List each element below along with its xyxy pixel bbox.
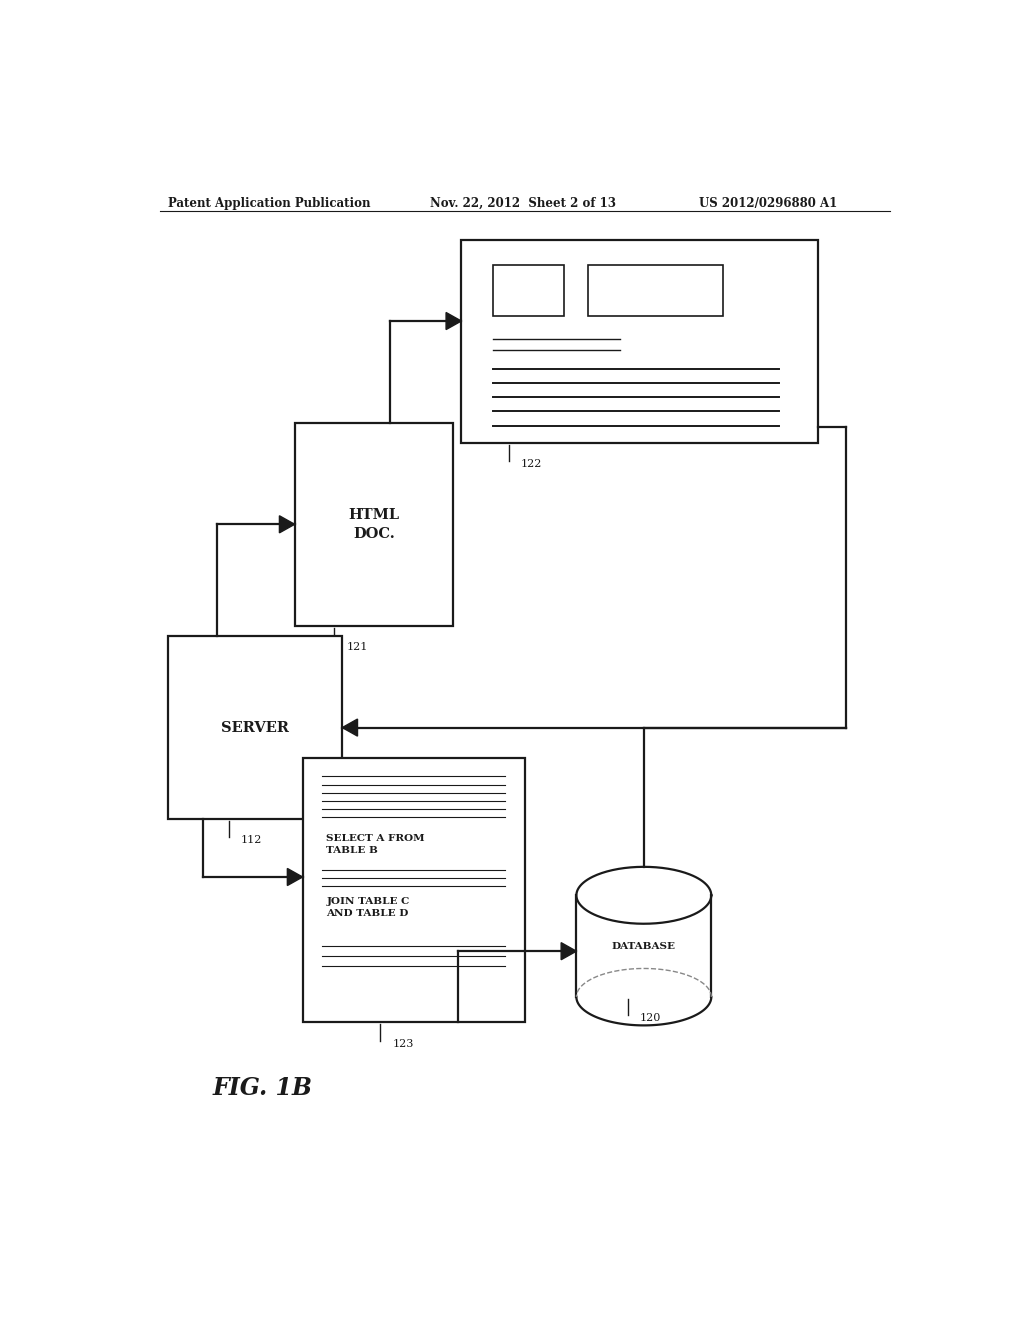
Text: JOIN TABLE C
AND TABLE D: JOIN TABLE C AND TABLE D	[327, 898, 410, 919]
Text: 112: 112	[241, 836, 262, 845]
Text: 120: 120	[640, 1014, 662, 1023]
Polygon shape	[446, 313, 461, 330]
Polygon shape	[342, 719, 357, 737]
Bar	[588, 265, 723, 315]
Polygon shape	[577, 895, 712, 997]
Text: 123: 123	[392, 1039, 414, 1048]
Polygon shape	[561, 942, 577, 960]
Bar	[494, 265, 564, 315]
Text: SERVER: SERVER	[221, 721, 289, 735]
Text: 121: 121	[346, 643, 368, 652]
Polygon shape	[288, 869, 303, 886]
Text: 122: 122	[521, 459, 542, 469]
Text: SELECT A FROM
TABLE B: SELECT A FROM TABLE B	[327, 834, 425, 855]
Text: DATABASE: DATABASE	[612, 941, 676, 950]
Bar	[295, 422, 454, 626]
Text: US 2012/0296880 A1: US 2012/0296880 A1	[699, 197, 838, 210]
Text: Patent Application Publication: Patent Application Publication	[168, 197, 371, 210]
Polygon shape	[280, 516, 295, 533]
Text: Nov. 22, 2012  Sheet 2 of 13: Nov. 22, 2012 Sheet 2 of 13	[430, 197, 615, 210]
Bar	[303, 758, 524, 1022]
Bar	[461, 240, 818, 444]
Bar	[168, 636, 342, 818]
Text: FIG. 1B: FIG. 1B	[213, 1076, 313, 1101]
Text: HTML
DOC.: HTML DOC.	[348, 508, 399, 540]
